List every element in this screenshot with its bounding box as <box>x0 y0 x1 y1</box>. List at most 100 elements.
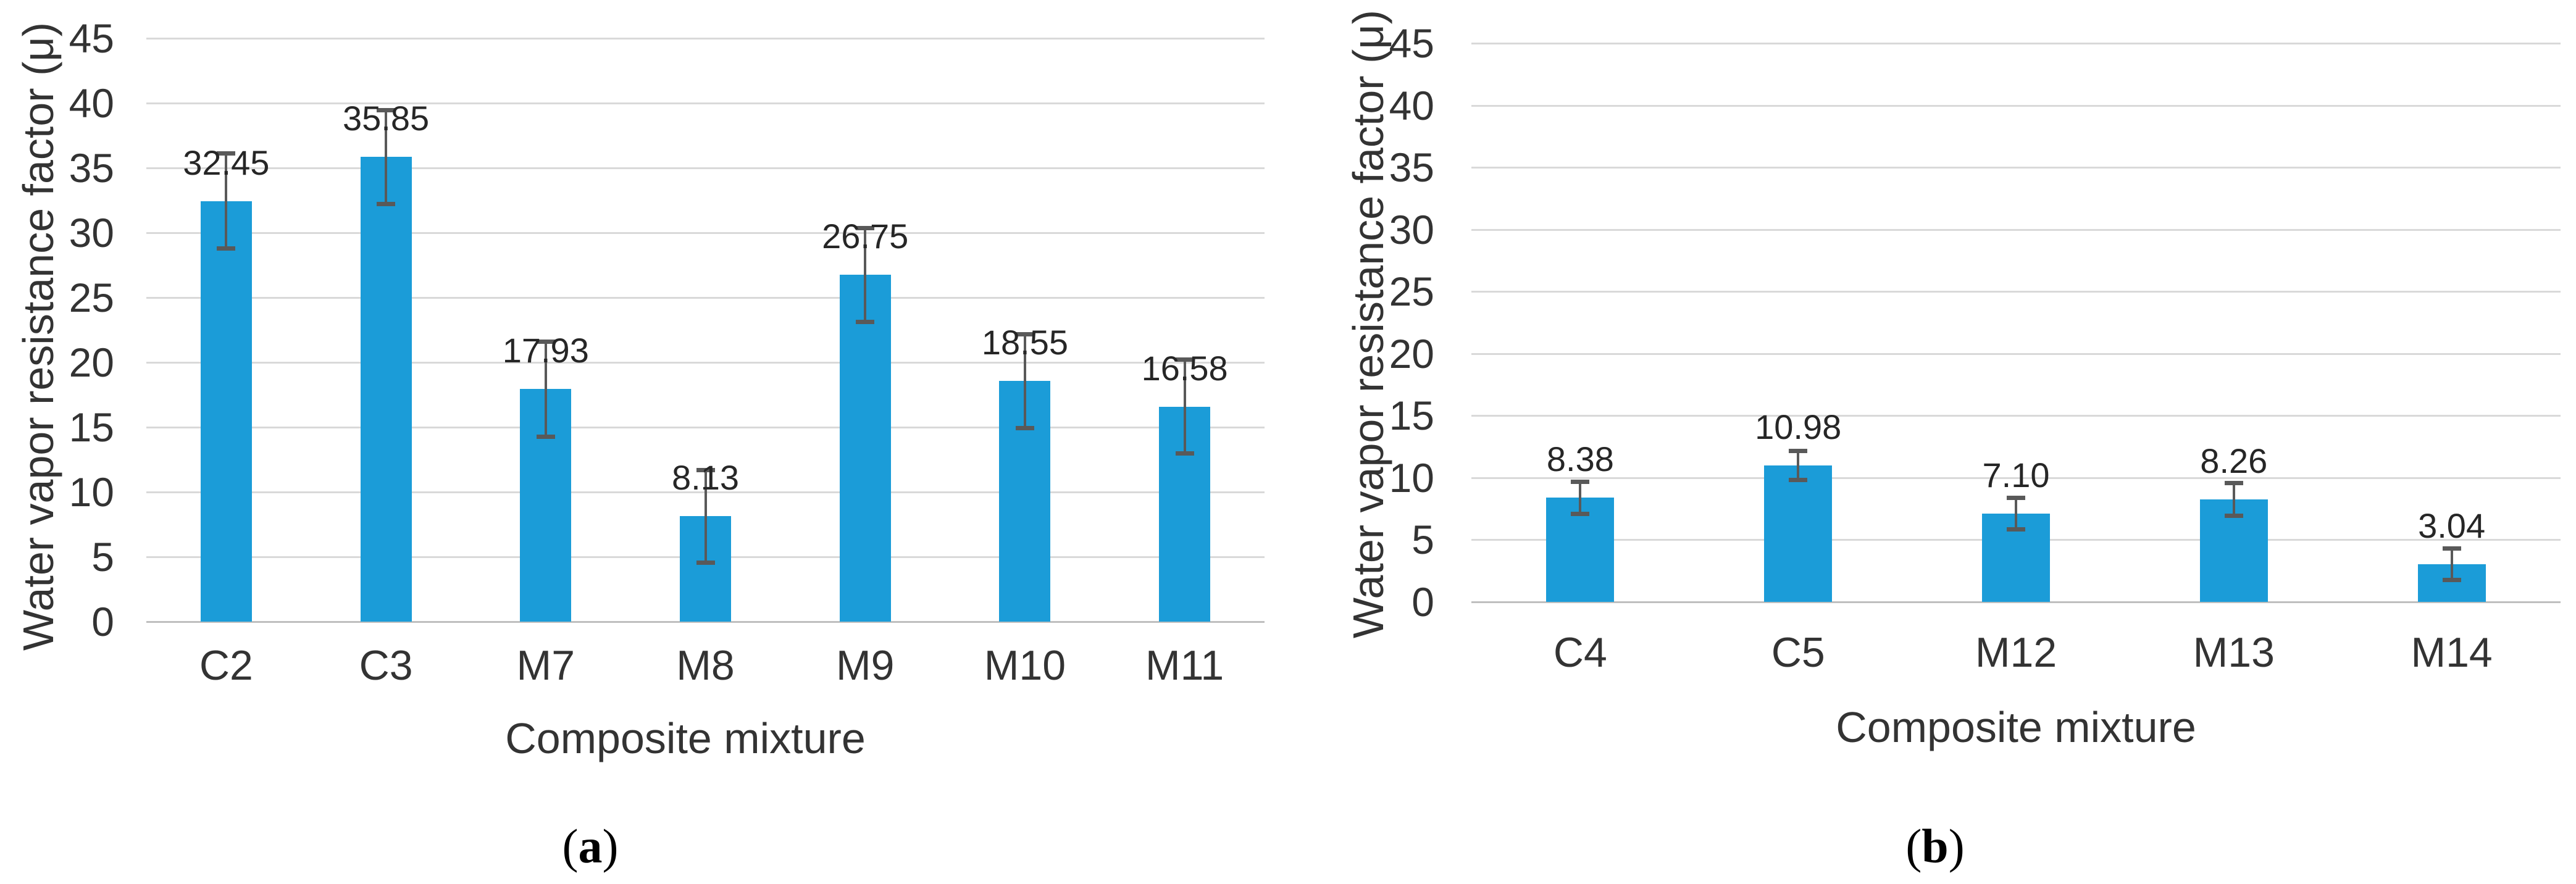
error-bar <box>544 341 547 438</box>
category-label: M8 <box>676 642 735 689</box>
caption-a-letter: a <box>578 819 603 873</box>
caption-b-open: ( <box>1905 819 1922 873</box>
category-label: C4 <box>1553 629 1607 676</box>
data-label: 26.75 <box>822 217 909 256</box>
y-tick-label: 45 <box>1389 20 1434 67</box>
gridline <box>146 427 1265 428</box>
error-bar <box>1023 333 1026 429</box>
error-bar <box>2015 498 2017 530</box>
caption-a-close: ) <box>602 819 619 873</box>
error-bar-bottom-cap <box>1789 478 1808 483</box>
y-tick-label: 10 <box>1389 454 1434 501</box>
error-bar-bottom-cap <box>217 246 236 251</box>
data-label: 7.10 <box>1982 456 2050 495</box>
x-axis-line <box>1471 601 2561 603</box>
y-tick-label: 0 <box>1411 579 1434 625</box>
error-bar-bottom-cap <box>1571 511 1590 516</box>
data-label: 3.04 <box>2418 506 2486 545</box>
category-label: C3 <box>359 642 413 689</box>
error-bar-bottom-cap <box>856 319 875 324</box>
y-tick-label: 35 <box>69 145 114 191</box>
error-bar-top-cap <box>217 151 236 156</box>
category-label: M9 <box>835 642 895 689</box>
data-label: 18.55 <box>981 323 1068 362</box>
error-bar <box>385 109 388 204</box>
category-label: C2 <box>199 642 253 689</box>
error-bar-top-cap <box>2224 480 2243 485</box>
y-tick-label: 30 <box>69 210 114 256</box>
error-bar-bottom-cap <box>2224 514 2243 519</box>
error-bar-bottom-cap <box>696 560 715 565</box>
error-bar <box>1797 451 1800 481</box>
y-tick-label: 25 <box>1389 269 1434 315</box>
y-tick-label: 40 <box>1389 82 1434 128</box>
y-tick-label: 5 <box>1411 517 1434 563</box>
error-bar <box>864 227 867 322</box>
data-label: 8.26 <box>2200 441 2268 480</box>
data-label: 16.58 <box>1141 348 1228 388</box>
error-bar <box>1183 359 1186 454</box>
y-tick-label: 20 <box>1389 330 1434 377</box>
error-bar-top-cap <box>856 225 875 230</box>
bar <box>200 201 252 622</box>
gridline <box>1471 291 2561 293</box>
y-tick-label: 25 <box>69 275 114 320</box>
gridline <box>146 38 1265 40</box>
error-bar <box>704 469 707 563</box>
data-label: 8.13 <box>672 458 739 498</box>
error-bar-top-cap <box>696 467 715 472</box>
error-bar-top-cap <box>1015 332 1034 336</box>
error-bar-bottom-cap <box>2007 527 2025 532</box>
error-bar-top-cap <box>1571 480 1590 485</box>
x-axis-title-b: Composite mixture <box>1836 703 2196 751</box>
error-bar-top-cap <box>536 339 555 344</box>
gridline <box>1471 415 2561 417</box>
error-bar <box>1579 482 1582 514</box>
x-axis-title-a: Composite mixture <box>505 714 866 762</box>
gridline <box>146 297 1265 299</box>
error-bar-bottom-cap <box>2442 578 2461 582</box>
y-tick-label: 10 <box>69 469 114 515</box>
y-tick-label: 45 <box>69 15 114 61</box>
error-bar-top-cap <box>1789 449 1808 454</box>
x-axis-line <box>146 621 1265 623</box>
gridline <box>146 102 1265 104</box>
data-label: 8.38 <box>1546 440 1614 479</box>
gridline <box>1471 167 2561 169</box>
category-label: M11 <box>1145 642 1224 689</box>
error-bar <box>225 152 228 249</box>
y-tick-label: 5 <box>91 534 114 580</box>
data-label: 10.98 <box>1755 407 1842 447</box>
y-tick-label: 35 <box>1389 144 1434 191</box>
caption-b: (b) <box>1905 822 1964 870</box>
gridline <box>1471 352 2561 355</box>
error-bar-top-cap <box>2007 496 2025 501</box>
y-tick-label: 15 <box>1389 393 1434 439</box>
error-bar-bottom-cap <box>377 201 396 206</box>
caption-a-open: ( <box>562 819 579 873</box>
error-bar-top-cap <box>2442 546 2461 551</box>
gridline <box>1471 104 2561 107</box>
category-label: M14 <box>2411 629 2493 676</box>
bar <box>360 157 412 622</box>
data-label: 35.85 <box>342 99 430 138</box>
error-bar-bottom-cap <box>536 435 555 440</box>
y-tick-label: 40 <box>69 80 114 126</box>
y-tick-label: 30 <box>1389 206 1434 252</box>
y-tick-label: 20 <box>69 340 114 385</box>
category-label: M13 <box>2193 629 2275 676</box>
caption-b-close: ) <box>1948 819 1965 873</box>
data-label: 32.45 <box>183 143 270 182</box>
category-label: M12 <box>1975 629 2057 676</box>
caption-a: (a) <box>562 822 619 870</box>
error-bar <box>2450 548 2453 580</box>
y-tick-label: 0 <box>91 599 114 644</box>
category-label: M7 <box>516 642 575 689</box>
y-tick-label: 15 <box>69 404 114 450</box>
category-label: C5 <box>1771 629 1825 676</box>
category-label: M10 <box>984 642 1066 689</box>
data-label: 17.93 <box>502 331 589 370</box>
bar <box>1764 465 1833 602</box>
gridline <box>146 362 1265 364</box>
